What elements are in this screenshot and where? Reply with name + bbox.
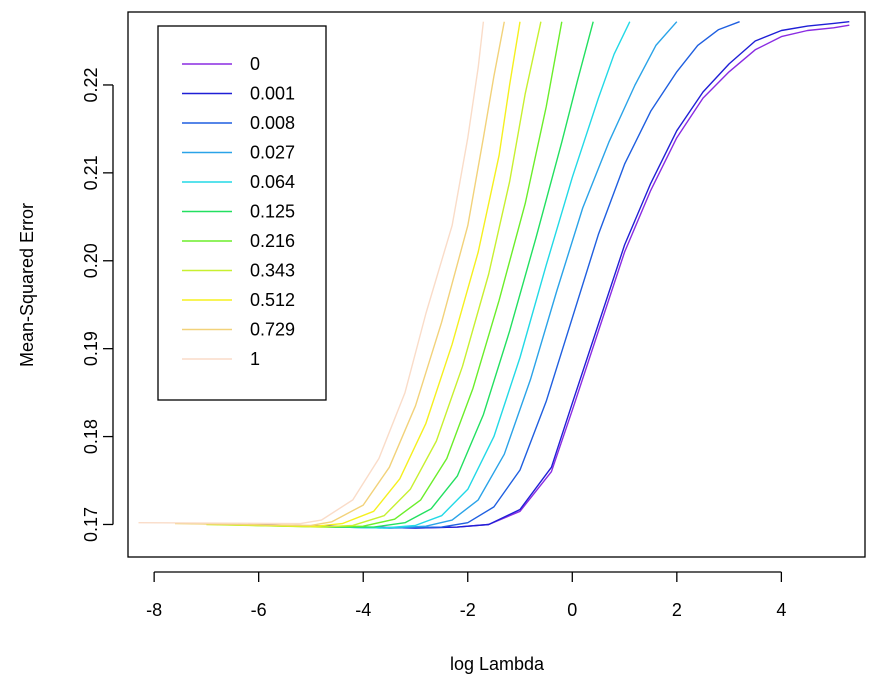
y-tick-label: 0.19 (81, 331, 101, 366)
series-layer (138, 21, 850, 529)
legend-label: 0.729 (250, 320, 295, 340)
legend-label: 1 (250, 349, 260, 369)
series-line-alpha-0.343 (206, 21, 542, 528)
y-axis-title: Mean-Squared Error (17, 203, 37, 367)
series-line-alpha-0.216 (216, 21, 563, 528)
series-line-alpha-0.512 (190, 21, 521, 527)
x-tick-label: -2 (460, 600, 476, 620)
y-tick-label: 0.17 (81, 507, 101, 542)
y-tick-label: 0.18 (81, 419, 101, 454)
x-tick-label: -8 (146, 600, 162, 620)
legend-label: 0.216 (250, 231, 295, 251)
series-line-alpha-0.729 (174, 21, 505, 527)
legend-label: 0.001 (250, 84, 295, 104)
x-tick-label: 4 (776, 600, 786, 620)
x-tick-label: -4 (355, 600, 371, 620)
series-line-alpha-0.125 (222, 21, 594, 528)
y-tick-label: 0.22 (81, 67, 101, 102)
x-tick-label: -6 (251, 600, 267, 620)
series-line-alpha-0.008 (237, 21, 740, 529)
legend-label: 0.008 (250, 113, 295, 133)
series-line-alpha-0.064 (227, 21, 631, 529)
series-line-alpha-0 (248, 24, 850, 529)
legend-label: 0.343 (250, 261, 295, 281)
plot-frame (127, 11, 866, 558)
legend-box (157, 25, 327, 401)
x-axis: -8 -6 -4 -2 0 2 4 (146, 571, 786, 620)
legend-label: 0.064 (250, 172, 295, 192)
y-tick-label: 0.20 (81, 243, 101, 278)
x-tick-label: 2 (672, 600, 682, 620)
legend-label: 0.125 (250, 202, 295, 222)
series-line-alpha-1 (138, 21, 485, 525)
x-tick-label: 0 (567, 600, 577, 620)
series-line-alpha-0.001 (248, 21, 850, 529)
legend-label: 0 (250, 54, 260, 74)
y-axis: 0.17 0.18 0.19 0.20 0.21 0.22 (81, 67, 114, 542)
x-axis-title: log Lambda (450, 654, 545, 674)
legend-label: 0.512 (250, 290, 295, 310)
y-tick-label: 0.21 (81, 155, 101, 190)
legend: 0 0.001 0.008 0.027 0.064 0.125 0.216 0.343 0.51… (157, 25, 327, 401)
legend-label: 0.027 (250, 143, 295, 163)
